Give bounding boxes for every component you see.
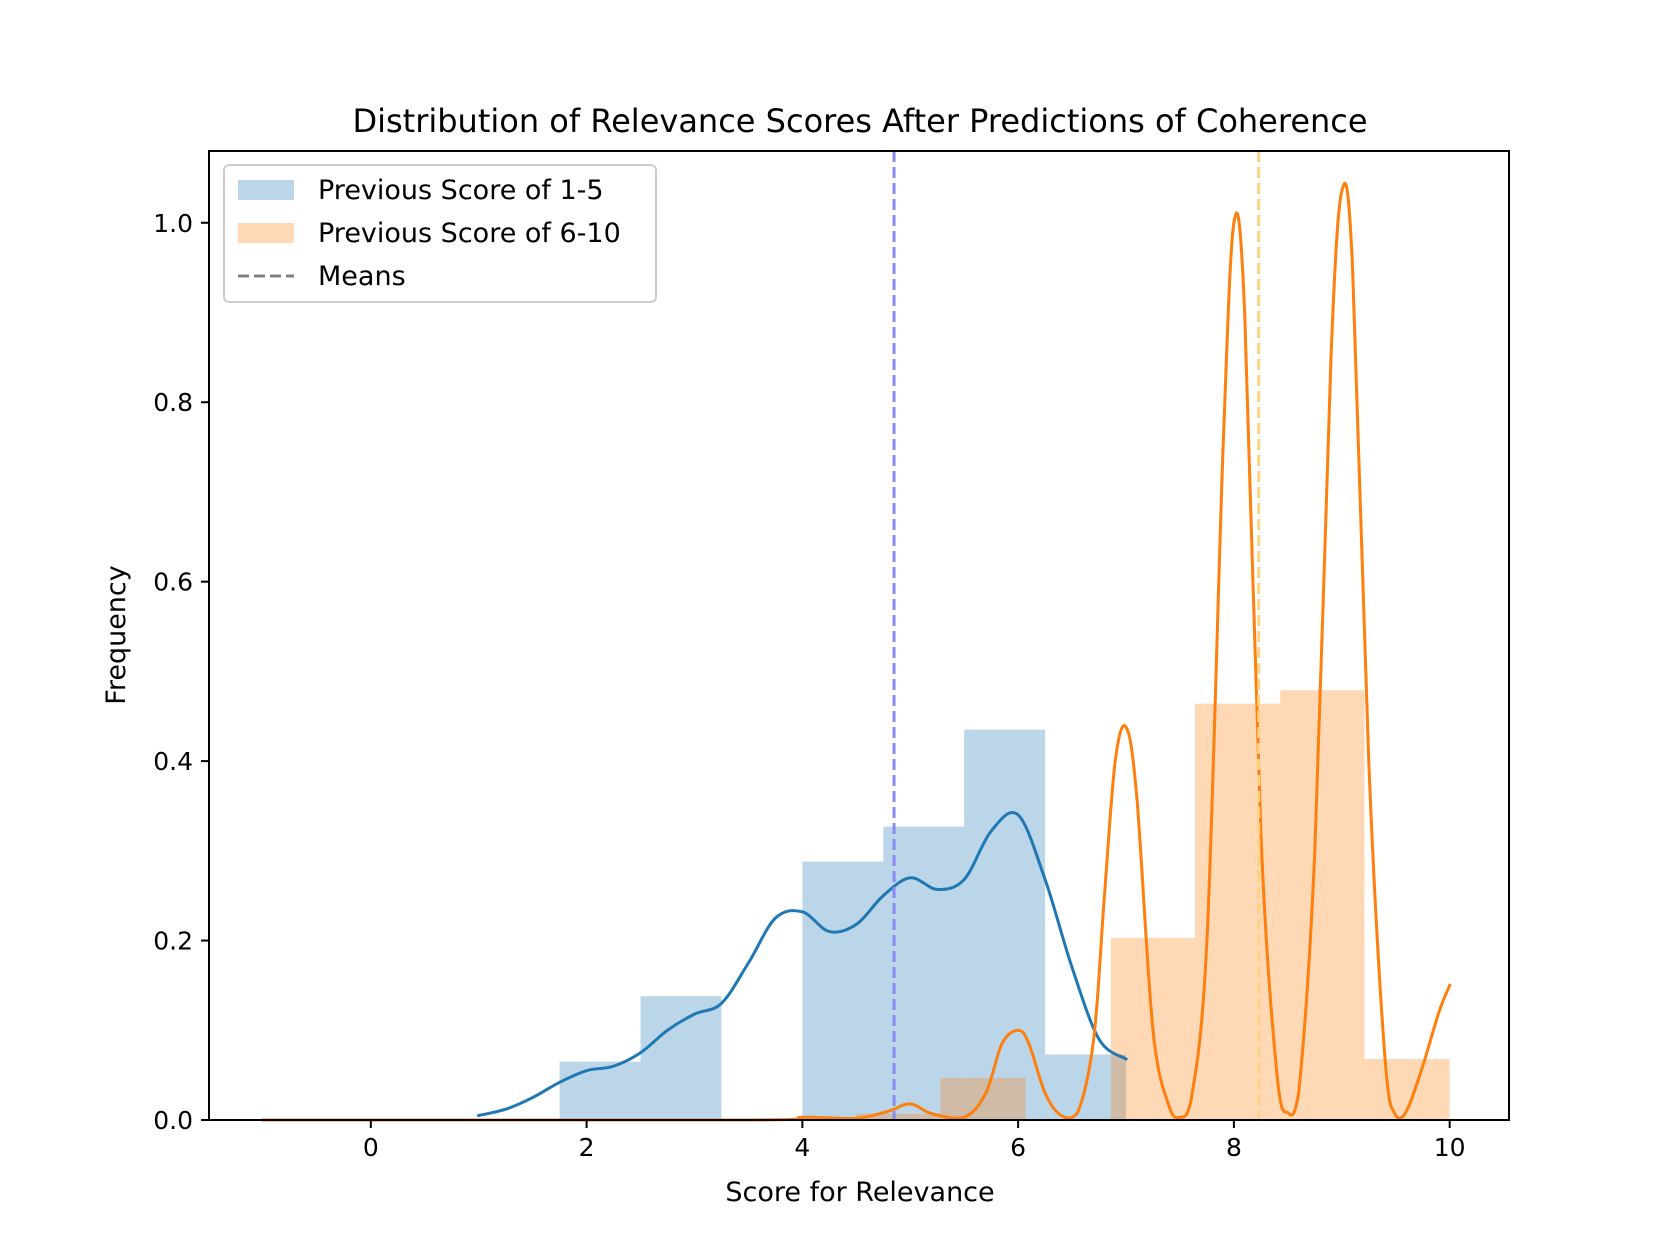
density-line-previous-score-of-6-10-density — [261, 181, 1452, 1122]
y-tick-label: 0.6 — [153, 568, 193, 597]
y-tick-label: 0.4 — [153, 747, 193, 776]
x-tick-label: 0 — [363, 1133, 379, 1162]
legend-label-previous-6-10: Previous Score of 6-10 — [318, 218, 621, 249]
bar — [964, 729, 1046, 1120]
chart-title: Distribution of Relevance Scores After P… — [352, 102, 1367, 140]
x-tick-label: 10 — [1434, 1133, 1466, 1162]
bar — [802, 861, 884, 1120]
bars-previous-score-of-1-5 — [559, 729, 1127, 1120]
y-axis-title: Frequency — [101, 565, 132, 705]
x-axis: 0 2 4 6 8 10 — [363, 1120, 1466, 1162]
legend-swatch-previous-6-10 — [238, 223, 294, 243]
bar — [559, 1061, 641, 1120]
histogram-bars — [559, 690, 1450, 1120]
legend: Previous Score of 1-5 Previous Score of … — [223, 164, 657, 303]
bar — [1280, 690, 1365, 1120]
y-tick-label: 0.8 — [153, 388, 193, 417]
plot-frame — [208, 150, 1510, 1121]
density-curves — [261, 181, 1452, 1122]
bar — [883, 826, 965, 1120]
y-axis: 0.0 0.2 0.4 0.6 0.8 1.0 — [153, 209, 209, 1135]
y-tick-label: 0.2 — [153, 927, 193, 956]
legend-swatch-previous-1-5 — [238, 180, 294, 200]
legend-box — [223, 164, 657, 303]
y-tick-label: 1.0 — [153, 209, 193, 238]
x-tick-label: 2 — [579, 1133, 595, 1162]
x-axis-title: Score for Relevance — [725, 1177, 994, 1208]
x-tick-label: 4 — [794, 1133, 810, 1162]
legend-label-means: Means — [318, 261, 406, 292]
y-tick-label: 0.0 — [153, 1106, 193, 1135]
mean-lines — [892, 151, 1261, 1120]
density-line-previous-score-of-1-5-density — [476, 811, 1129, 1118]
bar — [640, 996, 722, 1120]
legend-label-previous-1-5: Previous Score of 1-5 — [318, 175, 604, 206]
plot-background — [209, 151, 1509, 1120]
bar — [856, 1113, 941, 1120]
x-tick-label: 8 — [1226, 1133, 1242, 1162]
plot-area — [208, 150, 1510, 1122]
x-tick-label: 6 — [1010, 1133, 1026, 1162]
